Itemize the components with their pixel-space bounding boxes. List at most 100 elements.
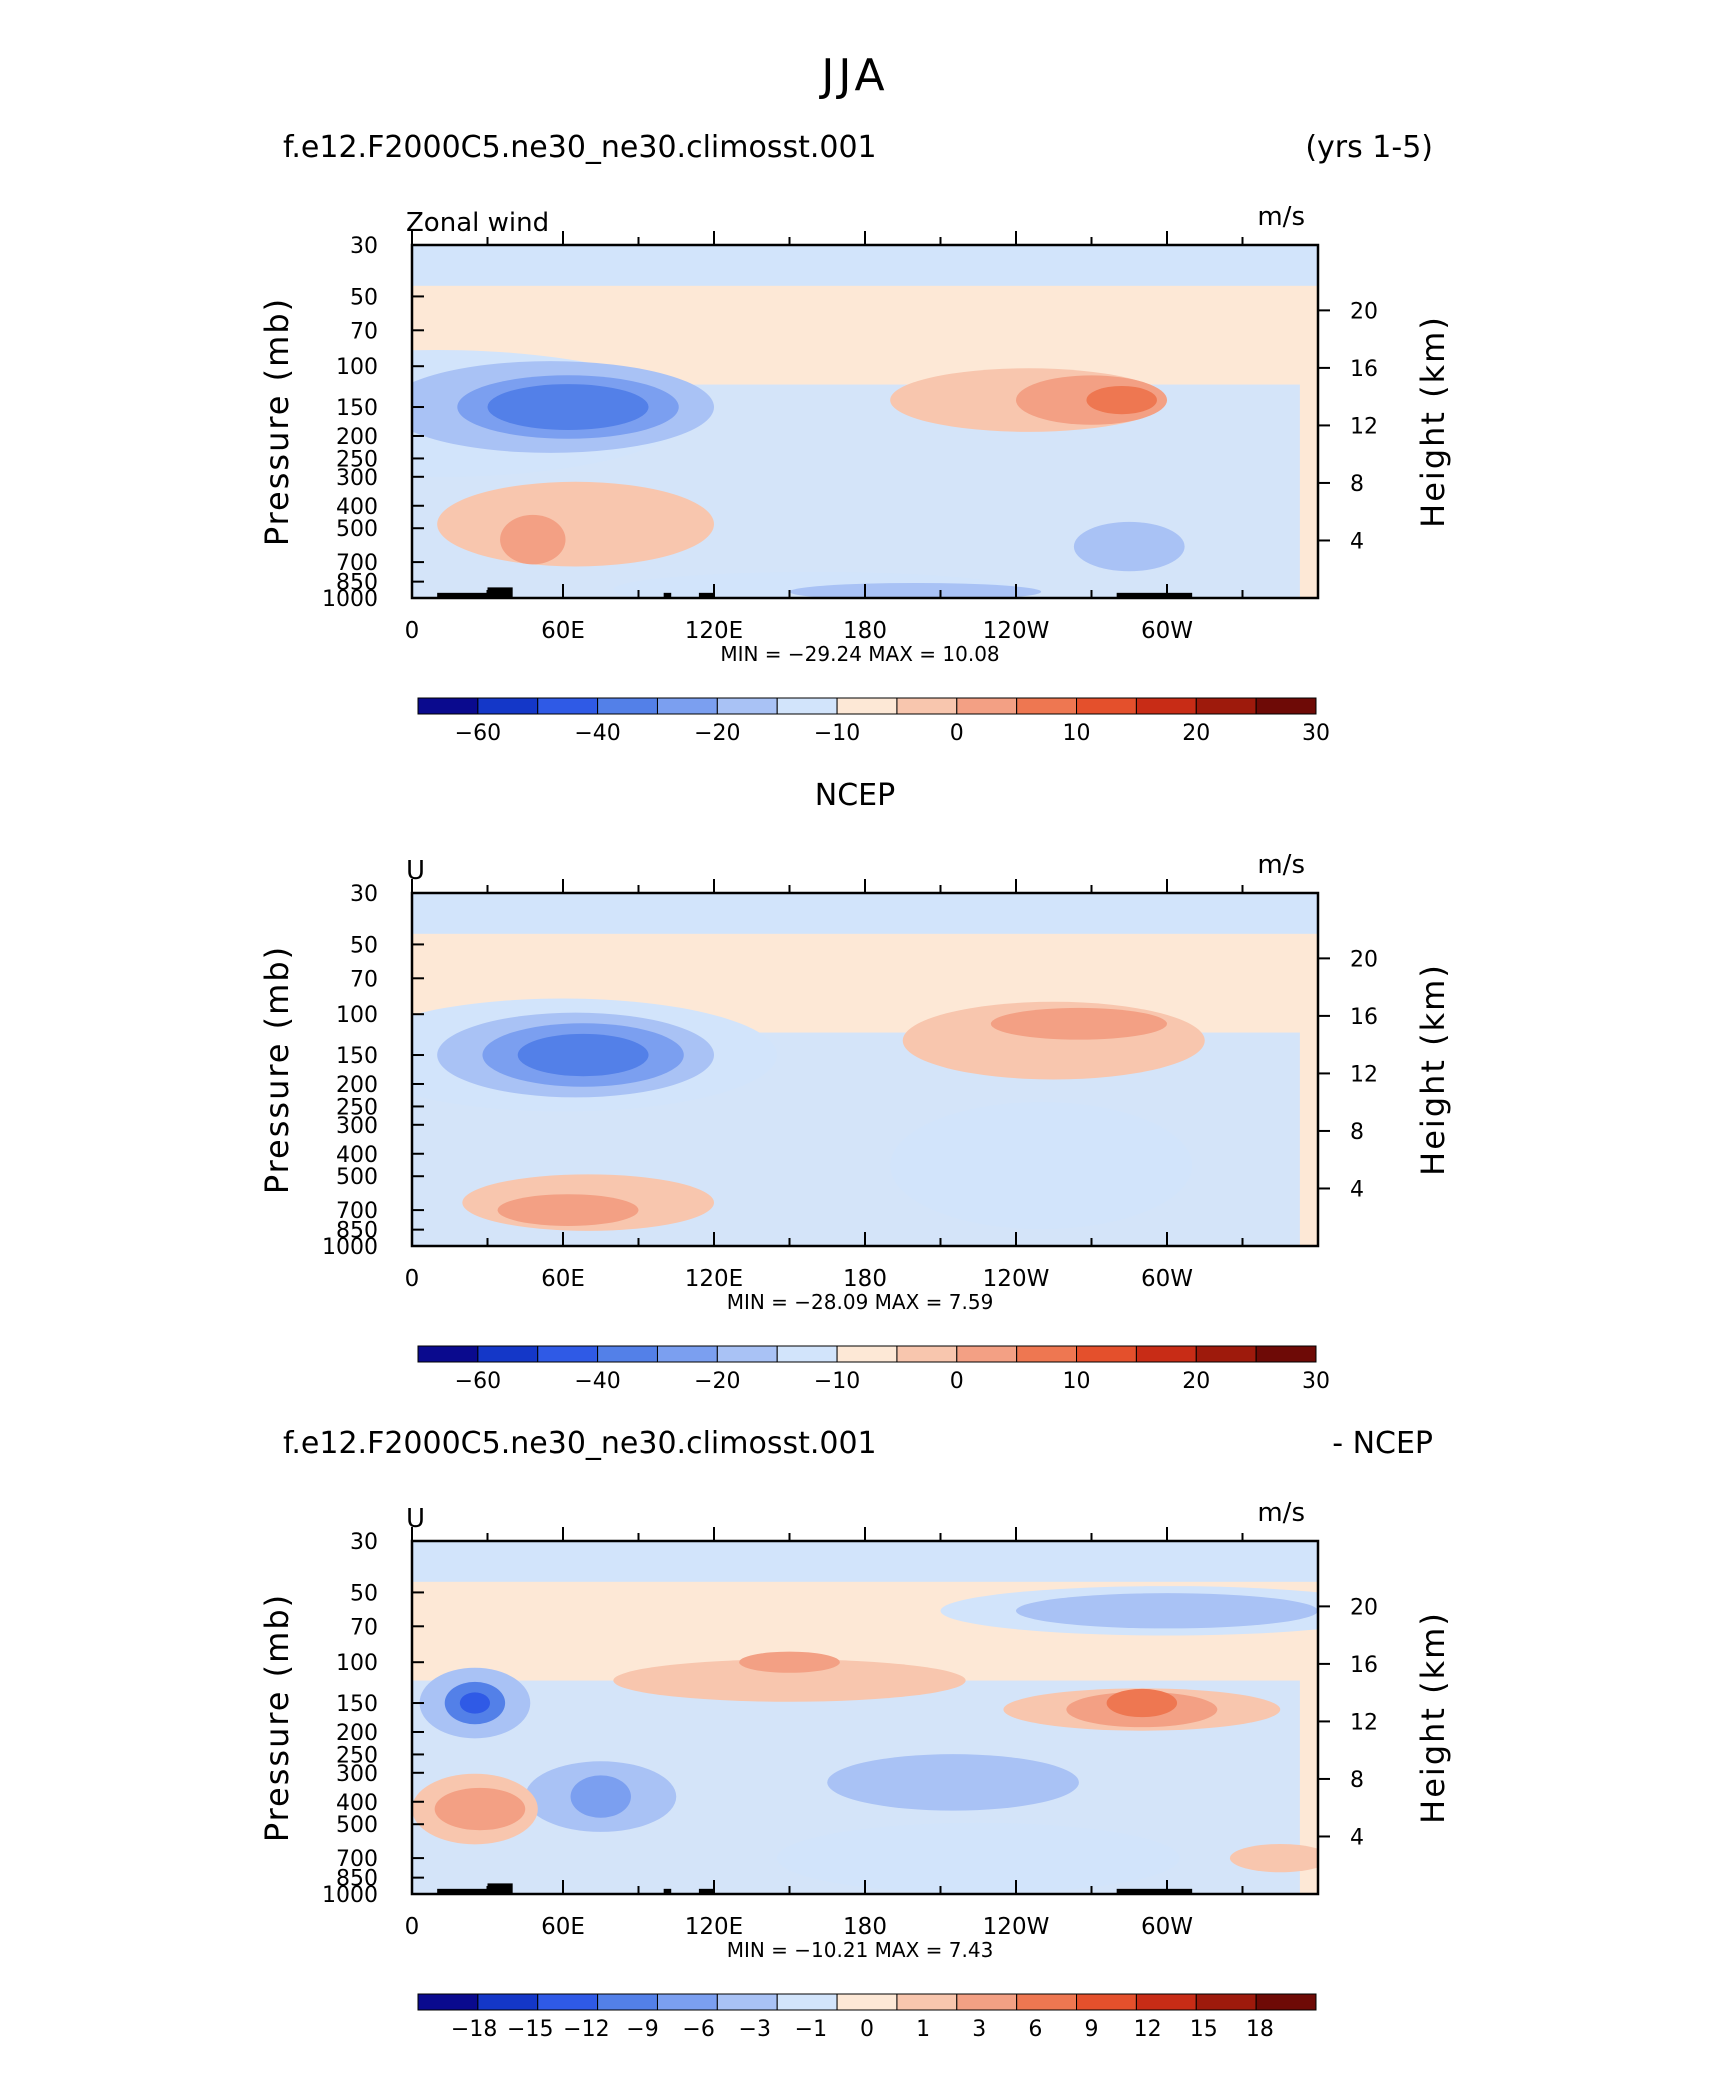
contour-neg-1 (789, 582, 1042, 598)
y-tick-label: 700 (336, 551, 378, 576)
contour-neg-0 (776, 1822, 1180, 1894)
colorbar-swatch (537, 1993, 599, 2011)
field-band-top (412, 893, 1318, 934)
field-obs (412, 893, 1318, 1246)
y-tick-label: 300 (336, 1762, 378, 1787)
colorbar-swatch (1135, 1993, 1197, 2011)
topography (437, 592, 501, 598)
y-tick-label: 1000 (322, 1235, 378, 1260)
colorbar-swatch (1016, 1345, 1078, 1363)
colorbar-swatch (1016, 1993, 1078, 2011)
y-tick-label: 1000 (322, 1883, 378, 1908)
colorbar-swatch (1016, 697, 1078, 715)
y-right-tick-label: 8 (1350, 1768, 1364, 1793)
contour-pos-1 (613, 1659, 966, 1702)
y-right-axis-title: Height (km) (1414, 315, 1452, 528)
colorbar-label: 30 (1302, 1369, 1330, 1394)
units-label: m/s (1257, 1498, 1305, 1528)
colorbar-label: 15 (1190, 2017, 1218, 2042)
colorbar-label: −12 (563, 2017, 609, 2042)
colorbar-swatch (597, 1345, 658, 1363)
colorbar-swatch (956, 697, 1018, 715)
colorbar-swatch (1076, 1993, 1137, 2011)
colorbar-swatch (1255, 1993, 1317, 2011)
colorbar-label: −20 (694, 1369, 740, 1394)
y-tick-label: 30 (350, 1530, 378, 1555)
colorbar-swatch (776, 697, 838, 715)
x-tick-label: 120E (685, 1914, 743, 1940)
colorbar-swatch (956, 1993, 1018, 2011)
y-right-tick-label: 4 (1350, 1825, 1364, 1850)
y-right-tick-label: 16 (1350, 357, 1378, 382)
colorbar-swatch (417, 697, 479, 715)
colorbar-swatch (956, 1345, 1018, 1363)
colorbar-label: 0 (860, 2017, 874, 2042)
colorbar-label: −1 (795, 2017, 827, 2042)
colorbar-swatch (477, 1345, 539, 1363)
colorbar-label: −40 (574, 1369, 620, 1394)
y-tick-label: 850 (336, 1219, 378, 1244)
y-tick-label: 50 (350, 933, 378, 958)
topography (663, 1888, 672, 1894)
colorbar-swatch (477, 1993, 539, 2011)
y-tick-label: 70 (350, 319, 378, 344)
colorbar-swatch (896, 1993, 958, 2011)
colorbar-swatch (1135, 697, 1197, 715)
y-tick-label: 250 (336, 1743, 378, 1768)
contour-pos-1 (437, 481, 714, 567)
y-tick-label: 100 (336, 1651, 378, 1676)
y-right-tick-label: 12 (1350, 1062, 1378, 1087)
colorbar-label: −10 (814, 721, 860, 746)
panel-model: f.e12.F2000C5.ne30_ne30.climosst.001 (yrs… (258, 130, 1452, 746)
x-tick-label: 120W (983, 1266, 1050, 1292)
y-tick-label: 70 (350, 1615, 378, 1640)
y-tick-label: 300 (336, 466, 378, 491)
y-right-tick-label: 16 (1350, 1653, 1378, 1678)
colorbar-swatch (776, 1345, 838, 1363)
contour-pos-2 (434, 1787, 526, 1831)
contour-neg-2 (570, 1775, 631, 1818)
y-tick-label: 30 (350, 234, 378, 259)
x-tick-label: 60E (541, 618, 585, 644)
colorbar-swatch (776, 1993, 838, 2011)
y-tick-label: 150 (336, 1044, 378, 1069)
topography (487, 1883, 513, 1894)
topography (698, 592, 714, 598)
colorbar-label: −3 (739, 2017, 771, 2042)
colorbar-swatch (417, 1345, 479, 1363)
y-tick-label: 200 (336, 425, 378, 450)
x-tick-label: 180 (843, 1914, 887, 1940)
units-label: m/s (1257, 202, 1305, 232)
y-right-axis-title: Height (km) (1414, 1611, 1452, 1824)
x-tick-label: 0 (405, 618, 420, 644)
y-tick-label: 200 (336, 1721, 378, 1746)
colorbar-label: 12 (1134, 2017, 1162, 2042)
y-right-tick-label: 12 (1350, 414, 1378, 439)
panel-title-left: f.e12.F2000C5.ne30_ne30.climosst.001 (283, 1426, 877, 1461)
y-right-tick-label: 4 (1350, 1177, 1364, 1202)
colorbar-swatch (417, 1993, 479, 2011)
y-tick-label: 50 (350, 285, 378, 310)
x-tick-label: 60W (1141, 1914, 1193, 1940)
panel-title-center: NCEP (815, 778, 895, 813)
min-max-stats: MIN = −10.21 MAX = 7.43 (727, 1938, 994, 1962)
min-max-stats: MIN = −28.09 MAX = 7.59 (727, 1290, 994, 1314)
colorbar-swatch (1135, 1345, 1197, 1363)
contour-neg-1 (827, 1754, 1079, 1811)
colorbar: −60 −40 −20 −10 0 10 20 30 (417, 1345, 1330, 1394)
colorbar-label: 3 (972, 2017, 986, 2042)
contour-neg-3 (487, 384, 649, 430)
colorbar-label: 1 (916, 2017, 930, 2042)
y-tick-label: 850 (336, 1867, 378, 1892)
x-tick-label: 0 (405, 1914, 420, 1940)
y-axis-title: Pressure (mb) (258, 945, 296, 1194)
topography (1116, 1888, 1193, 1894)
colorbar-label: 9 (1085, 2017, 1099, 2042)
x-tick-label: 120W (983, 1914, 1050, 1940)
y-tick-label: 30 (350, 882, 378, 907)
y-tick-label: 250 (336, 1095, 378, 1120)
x-tick-label: 60W (1141, 1266, 1193, 1292)
colorbar-label: −9 (626, 2017, 658, 2042)
y-right-tick-label: 12 (1350, 1710, 1378, 1735)
